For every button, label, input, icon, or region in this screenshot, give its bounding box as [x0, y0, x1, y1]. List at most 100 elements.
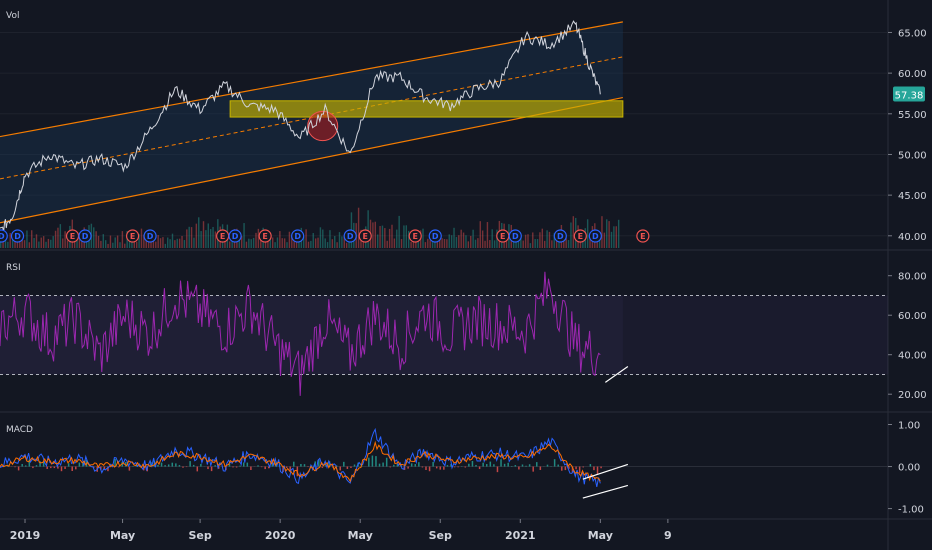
macd-histogram-bar: [164, 465, 166, 467]
macd-pane-title: MACD: [6, 425, 33, 435]
macd-histogram-bar: [489, 461, 492, 467]
rsi-axis-ticks: 20.00 40.00 60.00 80.00: [888, 272, 927, 401]
volume-bar: [443, 239, 446, 248]
macd-histogram-bar: [214, 465, 216, 467]
volume-bar: [21, 233, 23, 248]
event-label: E: [578, 232, 583, 241]
price-tick-label: 65.00: [898, 28, 927, 39]
event-label: E: [640, 232, 645, 241]
volume-bar: [145, 238, 147, 248]
rsi-pane[interactable]: RSI 20.00 40.00 60.00 80.00: [0, 263, 927, 401]
volume-bar: [291, 236, 293, 248]
volume-bar: [617, 219, 620, 248]
volume-bar: [174, 240, 176, 248]
volume-bar: [376, 234, 379, 248]
volume-bar: [283, 238, 286, 248]
volume-bar: [200, 231, 202, 248]
rsi-tick-label: 80.00: [898, 272, 927, 283]
earnings-event-icon: [636, 229, 650, 243]
event-label: E: [362, 232, 367, 241]
earnings-event-icon: [358, 229, 372, 243]
volume-bar: [107, 243, 109, 248]
rsi-line: [0, 271, 601, 396]
macd-tick-label: 1.00: [898, 421, 920, 432]
volume-bar: [570, 222, 572, 248]
volume-bar: [551, 240, 553, 248]
macd-histogram-bar: [42, 461, 45, 467]
event-label: D: [14, 232, 21, 241]
volume-bar: [181, 235, 183, 248]
macd-histogram-bar: [528, 464, 531, 467]
macd-histogram-bar: [532, 466, 534, 472]
volume-bar: [45, 241, 47, 248]
time-tick-label: 2021: [505, 529, 536, 542]
time-tick-label: 2019: [10, 529, 41, 542]
volume-bar: [579, 238, 582, 248]
macd-histogram-bar: [100, 466, 102, 470]
volume-bar: [429, 240, 431, 248]
volume-bar: [40, 237, 42, 248]
volume-bar: [238, 238, 240, 248]
macd-histogram-bar: [353, 464, 356, 467]
macd-histogram-bar: [328, 461, 331, 467]
macd-histogram-bar: [78, 462, 81, 467]
volume-bar: [410, 242, 412, 248]
macd-histogram-bar: [125, 461, 127, 467]
dividend-event-icon: [553, 229, 567, 243]
macd-histogram-bar: [117, 466, 120, 468]
macd-histogram-bar: [578, 466, 581, 473]
macd-histogram-bar: [493, 464, 495, 467]
macd-histogram-bar: [453, 466, 456, 468]
volume-bar: [100, 240, 102, 248]
volume-bar: [214, 231, 217, 248]
macd-histogram-bar: [289, 466, 291, 472]
volume-bar: [393, 238, 396, 248]
volume-bar: [398, 215, 400, 248]
volume-bar: [9, 233, 11, 248]
volume-bar: [522, 240, 524, 248]
macd-pane[interactable]: MACD -1.00 0.00 1.00: [0, 421, 924, 516]
volume-bar: [427, 238, 429, 248]
volume-bar: [331, 239, 334, 248]
macd-histogram-bar: [207, 466, 209, 470]
volume-bar: [448, 234, 450, 248]
macd-histogram-bar: [217, 466, 220, 469]
volume-bar: [157, 235, 159, 248]
macd-histogram-bar: [375, 456, 377, 467]
macd-axis-ticks: -1.00 0.00 1.00: [888, 421, 924, 516]
volume-bar: [23, 240, 26, 248]
volume-bar: [546, 230, 548, 248]
time-tick-label: May: [588, 529, 613, 542]
channel-upper-line: [0, 21, 623, 138]
volume-bar: [190, 227, 193, 248]
volume-bar: [515, 238, 517, 248]
volume-bar: [143, 234, 145, 248]
event-label: D: [82, 232, 89, 241]
volume-bar: [35, 234, 38, 248]
volume-bar: [28, 242, 31, 248]
macd-histogram-bar: [75, 466, 77, 470]
volume-bar: [586, 219, 589, 248]
event-label: D: [147, 232, 154, 241]
volume-bar: [572, 216, 575, 248]
volume-bar: [317, 237, 319, 248]
volume-bar: [481, 230, 484, 248]
macd-histogram-bar: [407, 466, 409, 469]
macd-signal-line: [0, 440, 601, 483]
volume-bar: [52, 236, 54, 248]
volume-bar: [178, 238, 181, 248]
volume-bar: [38, 241, 40, 248]
volume-bar: [240, 236, 243, 248]
volume-bar: [307, 241, 310, 248]
price-tick-label: 45.00: [898, 191, 927, 202]
volume-bar: [345, 242, 348, 248]
macd-histogram-bar: [39, 461, 41, 467]
rsi-band: [0, 294, 888, 375]
time-tick-label: May: [110, 529, 135, 542]
volume-bar: [467, 241, 470, 248]
time-axis[interactable]: 2019 May Sep 2020 May Sep 2021 May 9: [10, 519, 672, 542]
rsi-tick-label: 40.00: [898, 351, 927, 362]
volume-bar: [565, 238, 567, 248]
